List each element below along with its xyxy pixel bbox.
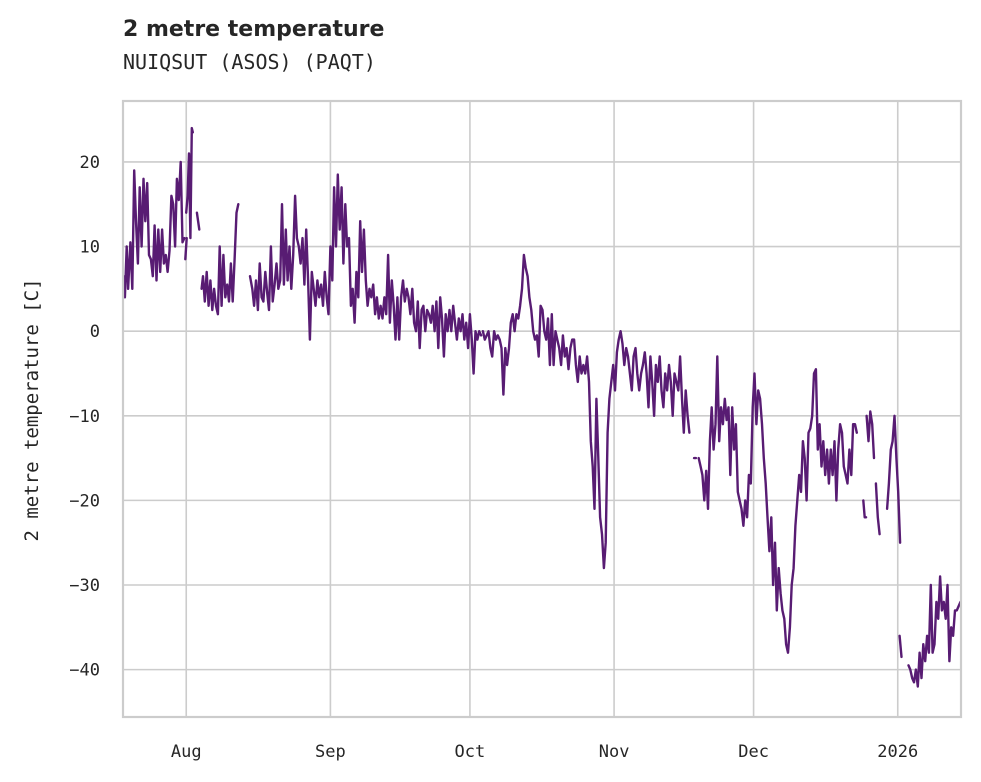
- y-tick-label: −40: [69, 661, 100, 681]
- x-tick-label: Dec: [738, 742, 769, 762]
- y-tick-label: 20: [80, 153, 100, 173]
- y-axis-label: 2 metre temperature [C]: [21, 278, 43, 541]
- x-tick-label: 2026: [877, 742, 918, 762]
- series-segment: [122, 160, 186, 299]
- series-segment: [184, 236, 188, 261]
- chart-subtitle: NUIQSUT (ASOS) (PAQT): [123, 50, 376, 74]
- x-tick-label: Aug: [171, 742, 202, 762]
- series-segment: [184, 126, 195, 240]
- plot-frame: [121, 99, 963, 719]
- y-tick-label: 10: [80, 238, 100, 258]
- y-tick-label: 0: [90, 322, 100, 342]
- temperature-series: [122, 126, 962, 688]
- series-segment: [907, 575, 962, 688]
- series-segment: [898, 634, 903, 659]
- series-segment: [865, 410, 876, 460]
- series-segment: [481, 253, 691, 570]
- series-segment: [200, 202, 240, 316]
- y-tick-label: −30: [69, 576, 100, 596]
- series-segment: [195, 211, 201, 231]
- x-tick-label: Oct: [455, 742, 486, 762]
- x-axis-ticks: Aug Sep Oct Nov Dec 2026: [171, 742, 918, 762]
- y-tick-label: −10: [69, 407, 100, 427]
- gridlines: [123, 101, 961, 717]
- series-segment: [248, 173, 483, 375]
- x-tick-label: Sep: [315, 742, 346, 762]
- series-segment: [862, 499, 868, 519]
- y-axis-ticks: 20 10 0 −10 −20 −30 −40: [69, 153, 100, 681]
- x-tick-label: Nov: [599, 742, 630, 762]
- series-segment: [885, 414, 902, 544]
- series-segment: [874, 482, 881, 536]
- series-segment: [697, 355, 858, 654]
- chart-title: 2 metre temperature: [123, 17, 385, 42]
- y-tick-label: −20: [69, 491, 100, 511]
